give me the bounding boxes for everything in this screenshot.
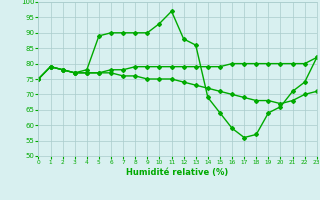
X-axis label: Humidité relative (%): Humidité relative (%) bbox=[126, 168, 229, 177]
